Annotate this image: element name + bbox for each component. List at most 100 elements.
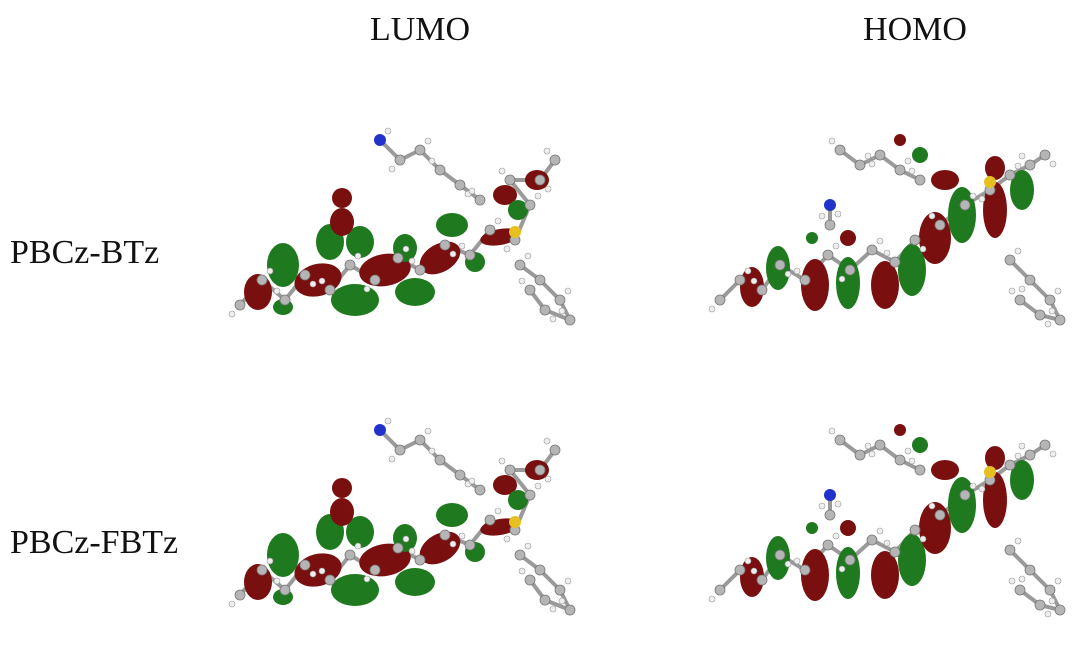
hydrogen (920, 536, 926, 542)
orbital-lobe (894, 134, 906, 146)
atom (465, 540, 475, 550)
atom (1025, 450, 1035, 460)
hydrogen (1015, 248, 1021, 254)
hydrogen (535, 193, 541, 199)
atom (875, 150, 885, 160)
atom (867, 245, 877, 255)
hydrogen (839, 566, 845, 572)
atom (345, 550, 355, 560)
nitrogen (374, 134, 386, 146)
atom (1040, 440, 1050, 450)
atom (475, 485, 485, 495)
orbital-lobe (330, 498, 354, 526)
hydrogen (1019, 153, 1025, 159)
hydrogen (884, 250, 890, 256)
atom (440, 240, 450, 250)
atom (1025, 565, 1035, 575)
orbital-lobe (436, 503, 468, 527)
atom (395, 445, 405, 455)
atom (465, 250, 475, 260)
hydrogen (550, 606, 556, 612)
hydrogen (829, 428, 835, 434)
hydrogen (869, 161, 875, 167)
orbital-lobe (931, 170, 959, 190)
atom (300, 270, 310, 280)
hydrogen (1015, 163, 1021, 169)
atom (895, 165, 905, 175)
atom (455, 180, 465, 190)
row-label: PBCz-BTz (10, 234, 159, 271)
atom (555, 295, 565, 305)
orbital-lobe (836, 257, 860, 309)
hydrogen (310, 571, 316, 577)
atom (515, 550, 525, 560)
hydrogen (1045, 611, 1051, 617)
hydrogen (504, 536, 510, 542)
hydrogen (835, 211, 841, 217)
atom (855, 450, 865, 460)
hydrogen (450, 541, 456, 547)
atom (440, 530, 450, 540)
atom (1035, 600, 1045, 610)
hydrogen (909, 458, 915, 464)
molecule-drawings (229, 128, 1065, 617)
hydrogen (979, 486, 985, 492)
hydrogen (499, 168, 505, 174)
hydrogen (229, 311, 235, 317)
orbital-lobe (919, 212, 951, 264)
atom (1005, 460, 1015, 470)
hydrogen (920, 246, 926, 252)
hydrogen (495, 218, 501, 224)
atom (823, 540, 833, 550)
hydrogen (519, 278, 525, 284)
atom (845, 555, 855, 565)
hydrogen (833, 243, 839, 249)
hydrogen (865, 153, 871, 159)
atom (535, 465, 545, 475)
atom (1005, 170, 1015, 180)
orbital-lobe (436, 213, 468, 237)
atom (1025, 160, 1035, 170)
hydrogen (909, 168, 915, 174)
orbital-figure: LUMO HOMO PBCz-BTz PBCz-FBTz (0, 0, 1081, 657)
atom (280, 295, 290, 305)
atom (535, 565, 545, 575)
atom (825, 510, 835, 520)
hydrogen (929, 213, 935, 219)
atom (735, 565, 745, 575)
orbital-lobe (931, 460, 959, 480)
atom (415, 145, 425, 155)
atom (565, 605, 575, 615)
atom (775, 260, 785, 270)
atom (475, 195, 485, 205)
atom (505, 465, 515, 475)
hydrogen (877, 238, 883, 244)
hydrogen (450, 251, 456, 257)
atom (715, 585, 725, 595)
hydrogen (1015, 538, 1021, 544)
atom (395, 155, 405, 165)
hydrogen (1049, 598, 1055, 604)
hydrogen (1009, 288, 1015, 294)
hydrogen (229, 601, 235, 607)
atom (800, 565, 810, 575)
hydrogen (839, 276, 845, 282)
atom (1015, 585, 1025, 595)
atom (1025, 275, 1035, 285)
atom (875, 440, 885, 450)
hydrogen (459, 533, 465, 539)
hydrogen (499, 458, 505, 464)
orbital-lobe (871, 551, 899, 599)
hydrogen (1009, 578, 1015, 584)
atom (835, 145, 845, 155)
atom (393, 543, 403, 553)
hydrogen (274, 578, 280, 584)
hydrogen (751, 278, 757, 284)
hydrogen (1055, 288, 1061, 294)
hydrogen (819, 213, 825, 219)
orbital-lobe (331, 574, 379, 606)
orbital-lobe (840, 520, 856, 536)
hydrogen (1019, 576, 1025, 582)
hydrogen (403, 246, 409, 252)
hydrogen (544, 148, 550, 154)
